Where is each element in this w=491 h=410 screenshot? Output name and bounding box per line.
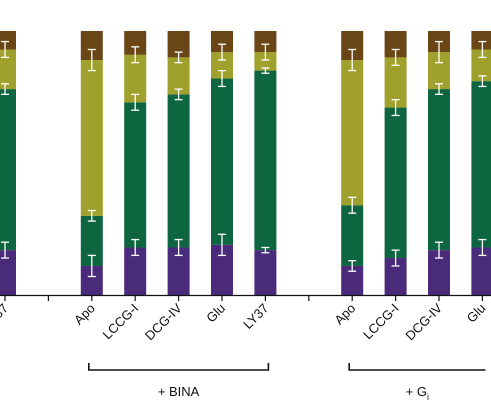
bar-segment-purple-0 [0, 250, 16, 295]
x-tick-label-0: LY37 [0, 301, 11, 332]
bar-segment-brown-4 [167, 31, 190, 58]
bar-segment-purple-10 [428, 250, 450, 295]
error-bar-olive-5 [218, 43, 226, 61]
error-bar-olive-4 [174, 51, 183, 64]
x-tick-label-8: Apo [331, 301, 358, 328]
error-bar-purple-10 [435, 241, 443, 259]
bar-segment-purple-2 [80, 265, 103, 295]
error-bar-green-10 [435, 83, 443, 96]
error-bar-olive-10 [435, 40, 443, 64]
bar-segment-green-2 [80, 215, 103, 266]
error-bar-green-2 [87, 209, 96, 222]
error-bar-green-6 [261, 67, 270, 74]
bar-segment-brown-8 [341, 31, 364, 61]
error-bar-green-11 [478, 75, 487, 88]
bar-segment-brown-9 [384, 31, 407, 58]
bar-segment-olive-10 [428, 52, 450, 90]
bar-segment-olive-3 [124, 54, 147, 103]
error-bar-purple-0 [1, 241, 9, 259]
error-bar-green-8 [348, 196, 357, 214]
x-tick-label-4: DCG-IV [142, 300, 185, 343]
error-bar-purple-11 [478, 238, 487, 257]
bar-segment-brown-3 [124, 31, 147, 55]
error-bar-green-9 [391, 98, 400, 117]
bar-segment-brown-0 [0, 31, 16, 50]
error-bar-olive-0 [1, 40, 9, 59]
bar-segment-green-5 [211, 78, 233, 245]
x-tick-label-2: Apo [71, 301, 98, 328]
error-bar-olive-2 [87, 48, 96, 72]
bar-segment-green-6 [254, 70, 277, 251]
x-tick-label-11: Glu [464, 301, 489, 326]
error-bar-olive-6 [261, 43, 270, 61]
error-bar-purple-3 [131, 238, 140, 257]
error-bar-purple-4 [174, 238, 183, 257]
bar-segment-green-11 [471, 81, 491, 248]
x-tick-label-9: LCCG-I [360, 301, 402, 343]
bar-segment-purple-5 [211, 244, 233, 295]
x-axis [0, 294, 491, 301]
error-bar-olive-3 [131, 46, 140, 64]
error-bar-purple-8 [348, 260, 357, 272]
group-bracket-1 [348, 363, 486, 371]
group-label-0: + BINA [158, 384, 200, 399]
bar-segment-olive-4 [167, 57, 190, 95]
bar-segment-purple-6 [254, 250, 277, 295]
group-bracket-0 [88, 363, 270, 371]
bar-segment-purple-3 [124, 247, 147, 295]
bar-segment-olive-2 [80, 60, 103, 216]
bar-segment-brown-2 [80, 31, 103, 61]
error-bar-green-5 [218, 69, 226, 88]
bar-segment-purple-8 [341, 265, 364, 295]
bar-segment-brown-11 [471, 31, 491, 50]
error-bar-purple-2 [87, 254, 96, 278]
x-tick-label-5: Glu [203, 301, 228, 326]
group-label-1: + Gi [406, 384, 429, 402]
x-tick-label-3: LCCG-I [100, 301, 142, 343]
error-bars-layer [1, 40, 487, 278]
error-bar-green-0 [1, 83, 9, 96]
bar-segment-olive-6 [254, 52, 277, 71]
bar-segment-green-10 [428, 89, 450, 251]
bar-segment-olive-8 [341, 60, 364, 206]
error-bar-olive-9 [391, 48, 400, 66]
bar-segment-olive-5 [211, 52, 233, 79]
bar-segment-brown-6 [254, 31, 277, 53]
x-tick-label-10: DCG-IV [402, 300, 445, 343]
error-bar-olive-11 [478, 40, 487, 59]
error-bar-purple-6 [261, 246, 270, 254]
bar-segment-green-9 [384, 107, 407, 259]
error-bar-purple-5 [218, 233, 226, 257]
x-tick-label-6: LY37 [240, 301, 271, 332]
bar-segment-purple-9 [384, 258, 407, 295]
group-brackets: + BINA + Gi [88, 363, 486, 402]
bar-segment-olive-0 [0, 49, 16, 90]
error-bar-purple-9 [391, 249, 400, 267]
error-bar-green-3 [131, 93, 140, 111]
tick-labels: LY37 Apo LCCG-I DCG-IV Glu LY37 Apo LCCG-I DCG-I… [0, 300, 489, 343]
bars-layer [0, 31, 491, 295]
bar-segment-green-4 [167, 94, 190, 248]
bar-segment-green-8 [341, 205, 364, 266]
bar-segment-purple-11 [471, 247, 491, 295]
error-bar-olive-8 [348, 48, 357, 72]
bar-segment-green-3 [124, 102, 147, 248]
bar-segment-green-0 [0, 89, 16, 251]
bar-segment-olive-9 [384, 57, 407, 108]
bar-segment-purple-4 [167, 247, 190, 295]
bar-segment-brown-5 [211, 31, 233, 53]
error-bar-green-4 [174, 88, 183, 101]
